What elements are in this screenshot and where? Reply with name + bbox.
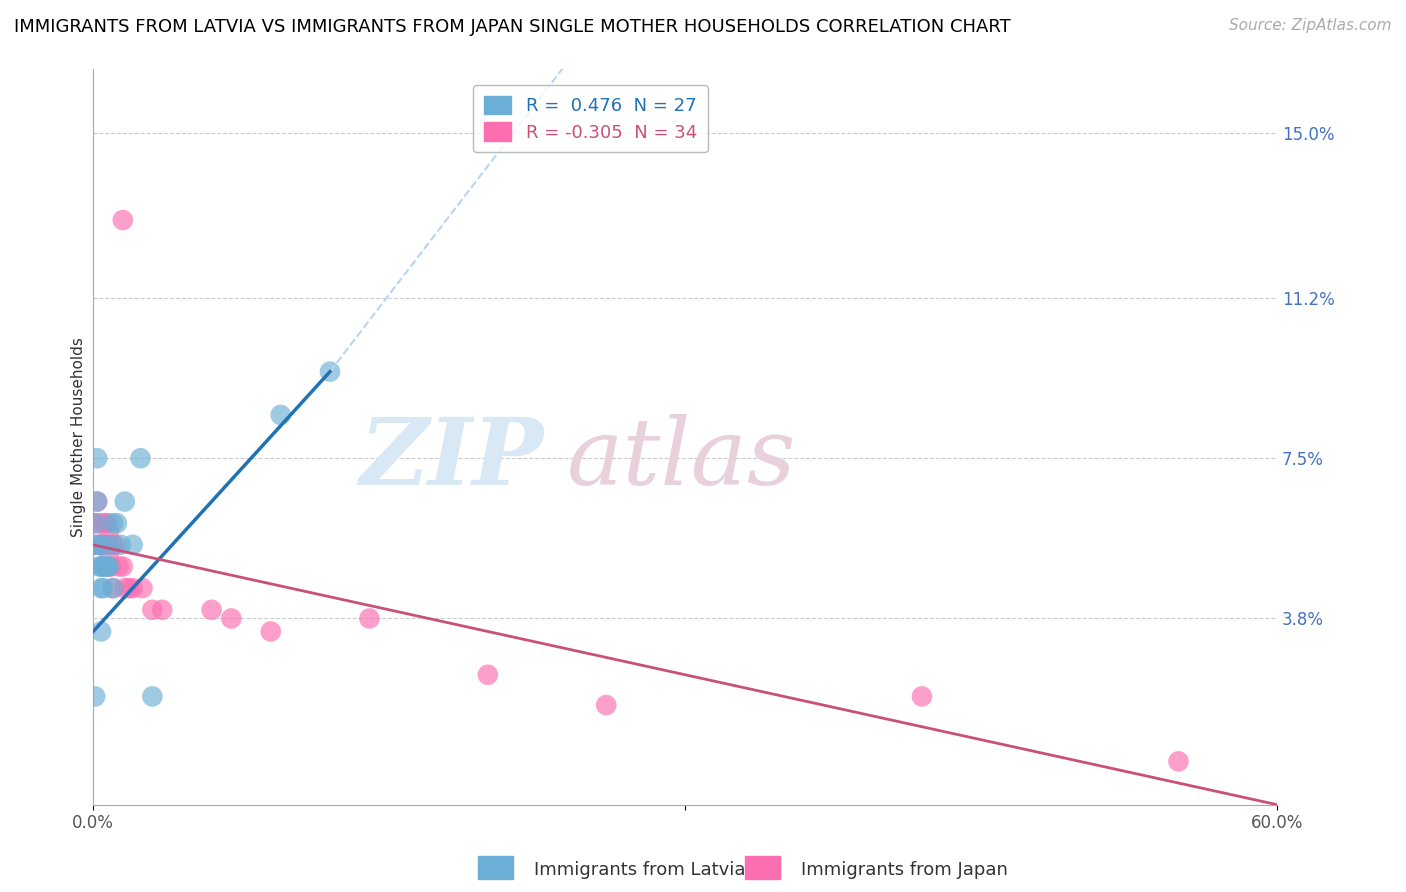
Point [96, 538, 118, 552]
Point [91, 538, 114, 552]
Text: Immigrants from Latvia: Immigrants from Latvia [534, 861, 745, 879]
Legend: R =  0.476  N = 27, R = -0.305  N = 34: R = 0.476 N = 27, R = -0.305 N = 34 [474, 85, 707, 153]
Point [101, 581, 124, 595]
Point [90, 538, 112, 552]
Point [90, 581, 112, 595]
Point [94, 559, 117, 574]
Point [108, 559, 131, 574]
Point [86, 494, 108, 508]
Point [86, 451, 108, 466]
Point [87, 516, 110, 531]
Point [91, 559, 114, 574]
Point [86, 494, 108, 508]
Point [84, 516, 107, 531]
Point [100, 559, 122, 574]
Point [84, 690, 107, 704]
Point [101, 516, 124, 531]
Point [87, 538, 110, 552]
Text: Source: ZipAtlas.com: Source: ZipAtlas.com [1229, 18, 1392, 33]
Point [84, 538, 107, 552]
Point [90, 559, 112, 574]
Point [111, 559, 134, 574]
Point [96, 516, 118, 531]
Point [87, 538, 110, 552]
Point [90, 624, 112, 639]
Point [104, 538, 127, 552]
Point [91, 559, 114, 574]
Point [359, 611, 381, 625]
Point [94, 516, 117, 531]
Point [121, 581, 143, 595]
Point [131, 581, 153, 595]
Point [595, 698, 617, 712]
Point [477, 667, 499, 681]
Point [319, 365, 342, 379]
Point [98, 547, 121, 561]
Point [129, 451, 152, 466]
Point [101, 538, 124, 552]
Point [114, 494, 136, 508]
Point [260, 624, 283, 639]
Point [118, 581, 141, 595]
Y-axis label: Single Mother Households: Single Mother Households [72, 336, 86, 536]
Point [911, 690, 934, 704]
Point [141, 603, 163, 617]
Text: Immigrants from Japan: Immigrants from Japan [801, 861, 1008, 879]
Point [96, 559, 118, 574]
Point [101, 581, 124, 595]
Point [1167, 755, 1189, 769]
Point [84, 538, 107, 552]
Point [114, 581, 136, 595]
Point [105, 516, 128, 531]
Point [98, 559, 121, 574]
Point [150, 603, 173, 617]
Point [121, 538, 143, 552]
Point [110, 538, 132, 552]
Point [270, 408, 292, 422]
Point [94, 538, 117, 552]
Text: ZIP: ZIP [359, 414, 543, 504]
Point [91, 538, 114, 552]
Point [111, 213, 134, 227]
Text: atlas: atlas [567, 414, 796, 504]
Point [91, 581, 114, 595]
Point [87, 559, 110, 574]
Text: IMMIGRANTS FROM LATVIA VS IMMIGRANTS FROM JAPAN SINGLE MOTHER HOUSEHOLDS CORRELA: IMMIGRANTS FROM LATVIA VS IMMIGRANTS FRO… [14, 18, 1011, 36]
Point [141, 690, 163, 704]
Point [200, 603, 222, 617]
Point [84, 516, 107, 531]
Point [98, 524, 121, 539]
Point [221, 611, 243, 625]
Point [100, 538, 122, 552]
